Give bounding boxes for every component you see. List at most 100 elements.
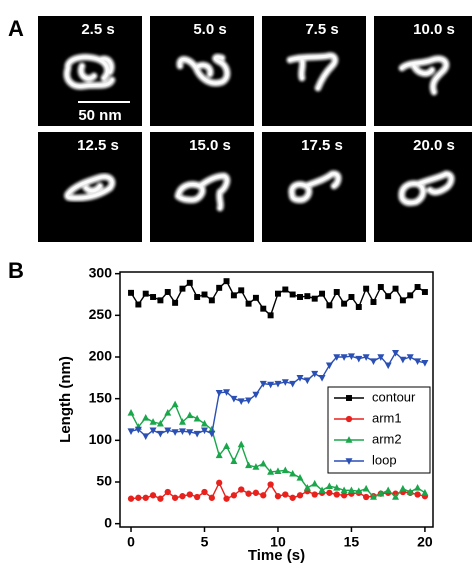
image-tile: 2.5 s50 nm [38, 16, 142, 126]
marker [421, 489, 428, 496]
image-tile: 20.0 s [374, 132, 472, 242]
marker [231, 492, 237, 498]
marker [399, 485, 406, 492]
marker [312, 491, 318, 497]
image-tile: 7.5 s [262, 16, 366, 126]
marker [400, 297, 406, 303]
marker [275, 291, 281, 297]
marker [194, 494, 200, 500]
marker [319, 291, 325, 297]
marker [385, 293, 391, 299]
marker [216, 285, 222, 291]
marker [385, 363, 392, 370]
marker [142, 414, 149, 421]
marker [393, 286, 399, 292]
marker [157, 496, 163, 502]
marker [399, 357, 406, 364]
frame-time: 10.0 s [413, 21, 455, 38]
marker [378, 284, 384, 290]
marker [275, 493, 281, 499]
marker [346, 416, 352, 422]
marker [194, 294, 200, 300]
marker [348, 294, 354, 300]
marker [415, 284, 421, 290]
frame-time: 12.5 s [77, 137, 119, 154]
marker [341, 301, 347, 307]
marker [223, 496, 229, 502]
marker [186, 411, 193, 418]
marker [157, 297, 163, 303]
y-tick-label: 200 [89, 348, 113, 364]
image-tile: 15.0 s [150, 132, 254, 242]
marker [128, 290, 134, 296]
legend: contourarm1arm2loop [328, 387, 430, 473]
x-tick-label: 5 [201, 534, 209, 550]
panel-label: B [8, 258, 24, 283]
marker [187, 491, 193, 497]
marker [194, 431, 201, 438]
marker [172, 300, 178, 306]
marker [135, 495, 141, 501]
marker [326, 490, 332, 496]
marker [282, 287, 288, 293]
x-axis-title: Time (s) [248, 547, 305, 564]
marker [128, 496, 134, 502]
marker [289, 381, 296, 388]
marker [238, 441, 245, 448]
marker [201, 489, 207, 495]
chart: 05010015020025030005101520Time (s)Length… [57, 264, 433, 564]
marker [165, 289, 171, 295]
marker [143, 495, 149, 501]
frame-time: 5.0 s [193, 21, 226, 38]
marker [260, 492, 266, 498]
marker [334, 491, 340, 497]
image-tile: 10.0 s [374, 16, 472, 126]
marker [290, 292, 296, 298]
marker [201, 420, 208, 427]
marker [355, 356, 362, 363]
x-tick-label: 20 [417, 534, 433, 550]
image-grid: 2.5 s50 nm 5.0 s 7.5 s 10.0 s 12.5 s 15.0 s 17… [38, 16, 472, 242]
legend-label: contour [372, 389, 416, 404]
legend-label: arm2 [372, 431, 402, 446]
marker [356, 304, 362, 310]
marker [363, 494, 369, 500]
marker [150, 418, 157, 425]
frame-time: 20.0 s [413, 137, 455, 154]
marker [202, 292, 208, 298]
marker [253, 490, 259, 496]
y-tick-label: 50 [96, 473, 112, 489]
marker [230, 457, 237, 464]
marker [385, 486, 392, 493]
marker [282, 491, 288, 497]
y-tick-label: 0 [104, 514, 112, 530]
panel-label: A [8, 16, 24, 41]
series [128, 278, 428, 318]
image-tile: 5.0 s [150, 16, 254, 126]
marker [326, 302, 332, 308]
marker [165, 489, 171, 495]
marker [143, 291, 149, 297]
y-axis-title: Length (nm) [57, 356, 74, 443]
marker [245, 491, 251, 497]
image-tile: 12.5 s [38, 132, 142, 242]
marker [290, 495, 296, 501]
marker [297, 492, 303, 498]
y-tick-label: 250 [89, 306, 113, 322]
marker [150, 492, 156, 498]
marker [231, 292, 237, 298]
frame-time: 7.5 s [305, 21, 338, 38]
marker [346, 395, 352, 401]
marker [238, 398, 245, 405]
marker [407, 292, 413, 298]
frame-time: 17.5 s [301, 137, 343, 154]
marker [363, 485, 370, 492]
marker [245, 461, 252, 468]
marker [370, 358, 377, 365]
marker [172, 495, 178, 501]
y-tick-label: 300 [89, 264, 113, 280]
marker [128, 409, 135, 416]
marker [312, 296, 318, 302]
marker [334, 289, 340, 295]
image-tile: 17.5 s [262, 132, 366, 242]
